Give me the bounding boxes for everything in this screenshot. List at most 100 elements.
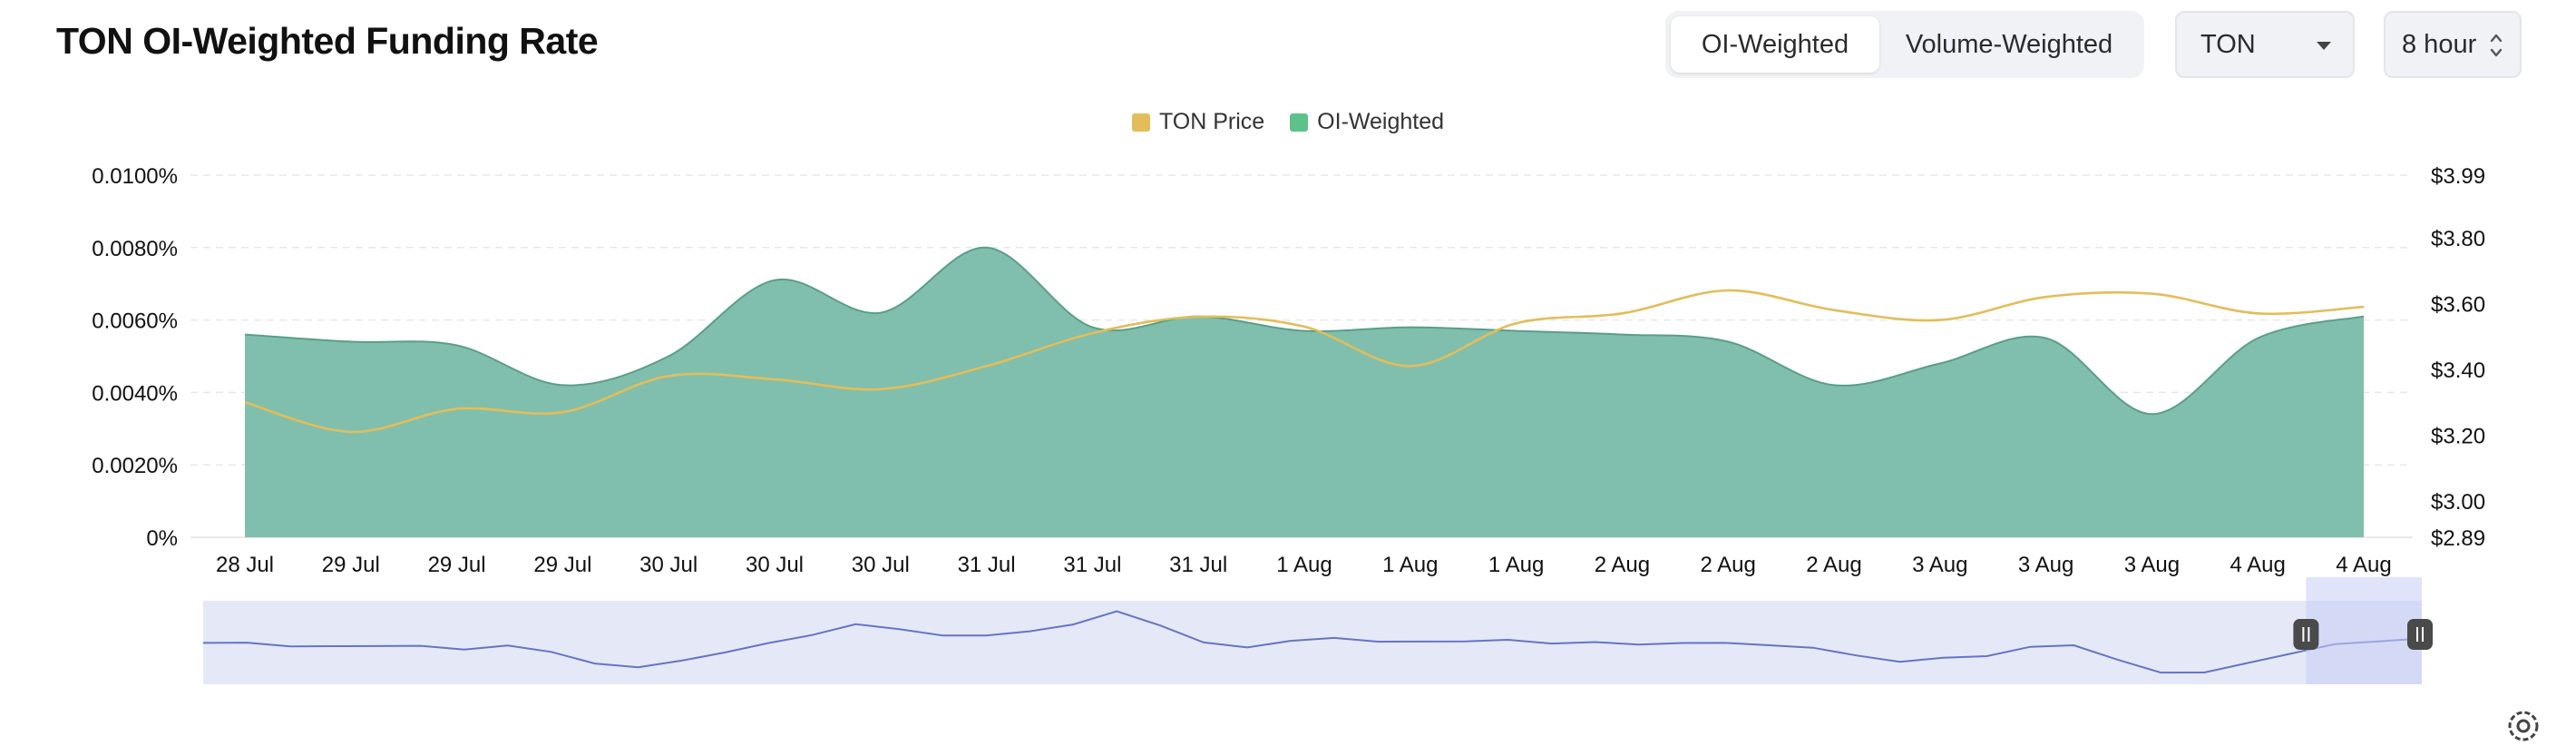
y-right-tick-label: $3.60 <box>2431 292 2485 317</box>
navigator-line <box>202 610 2423 674</box>
x-tick-label: 4 Aug <box>2336 553 2391 577</box>
navigator-handle-right[interactable] <box>2407 619 2433 650</box>
chart-legend: TON Price OI-Weighted <box>0 109 2576 135</box>
interval-select[interactable]: 8 hour <box>2384 11 2522 78</box>
legend-label-price: TON Price <box>1158 109 1265 134</box>
x-tick-label: 2 Aug <box>1806 553 1861 577</box>
x-axis: 28 Jul 29 Jul 29 Jul 29 Jul 30 Jul 30 Jul 30 J… <box>216 553 2392 577</box>
y-left-tick-label: 0.0040% <box>92 381 178 406</box>
oi-weighted-point[interactable] <box>874 307 887 319</box>
y-right-tick-label: $3.40 <box>2431 358 2485 383</box>
oi-weighted-point[interactable] <box>239 329 251 341</box>
ton-price-point[interactable] <box>1722 284 1734 297</box>
weighting-toggle: OI-Weighted Volume-Weighted <box>1665 11 2144 78</box>
y-right-tick-label: $2.89 <box>2431 526 2485 551</box>
x-tick-label: 31 Jul <box>958 553 1016 577</box>
oi-weighted-point[interactable] <box>451 339 463 352</box>
oi-weighted-point[interactable] <box>2040 332 2053 345</box>
updown-chevron-icon <box>2490 34 2503 57</box>
oi-weighted-point[interactable] <box>345 336 357 348</box>
page-title: TON OI-Weighted Funding Rate <box>56 20 599 62</box>
oi-weighted-point[interactable] <box>2145 407 2158 420</box>
ton-price-point[interactable] <box>662 369 675 382</box>
ton-price-point[interactable] <box>345 426 357 438</box>
x-tick-label: 29 Jul <box>428 553 486 577</box>
oi-weighted-point[interactable] <box>1615 329 1628 341</box>
x-tick-label: 4 Aug <box>2230 553 2285 577</box>
ton-price-point[interactable] <box>2357 300 2370 313</box>
ton-price-point[interactable] <box>981 359 993 372</box>
ton-price-point[interactable] <box>1298 320 1311 333</box>
ton-price-point[interactable] <box>239 396 251 408</box>
y-left-tick-label: 0.0080% <box>92 237 178 261</box>
gear-icon[interactable] <box>2503 706 2543 746</box>
interval-select-value: 8 hour <box>2402 29 2477 59</box>
legend-swatch-oi-weighted <box>1290 113 1309 132</box>
oi-weighted-point[interactable] <box>768 274 781 287</box>
ton-price-point[interactable] <box>874 383 887 396</box>
y-axis-right: $2.89 $3.00 $3.20 $3.40 $3.60 $3.80 $3.99 <box>2431 164 2485 551</box>
y-left-tick-label: 0% <box>146 526 178 551</box>
series-oi-weighted[interactable] <box>239 241 2370 537</box>
x-tick-label: 2 Aug <box>1595 553 1650 577</box>
x-tick-label: 2 Aug <box>1700 553 1755 577</box>
x-tick-label: 31 Jul <box>1063 553 1121 577</box>
tab-volume-weighted[interactable]: Volume-Weighted <box>1905 29 2113 59</box>
ton-price-point[interactable] <box>556 406 569 418</box>
y-axis-left: 0% 0.0020% 0.0040% 0.0060% 0.0080% 0.0100% <box>92 164 178 551</box>
oi-weighted-point[interactable] <box>1722 336 1734 348</box>
legend-item-price[interactable]: TON Price <box>1131 109 1265 135</box>
ton-price-point[interactable] <box>1615 307 1628 319</box>
x-tick-label: 29 Jul <box>533 553 591 577</box>
ton-price-point[interactable] <box>768 373 781 386</box>
navigator-handle-left[interactable] <box>2293 619 2319 650</box>
x-tick-label: 30 Jul <box>746 553 804 577</box>
oi-weighted-point[interactable] <box>1404 321 1417 334</box>
range-navigator[interactable] <box>202 577 2433 684</box>
y-right-tick-label: $3.80 <box>2431 227 2485 251</box>
y-left-tick-label: 0.0060% <box>92 309 178 334</box>
navigator-selection[interactable] <box>2306 577 2422 684</box>
oi-weighted-point[interactable] <box>981 241 993 254</box>
ton-price-point[interactable] <box>2145 288 2158 300</box>
x-tick-label: 3 Aug <box>2018 553 2073 577</box>
legend-item-oi-weighted[interactable]: OI-Weighted <box>1290 109 1444 135</box>
legend-swatch-price <box>1131 113 1150 132</box>
ton-price-point[interactable] <box>1086 327 1098 339</box>
oi-weighted-point[interactable] <box>1934 357 1947 369</box>
ton-price-point[interactable] <box>1828 304 1840 317</box>
oi-weighted-point[interactable] <box>556 378 569 391</box>
x-tick-label: 1 Aug <box>1382 553 1438 577</box>
x-tick-label: 3 Aug <box>2124 553 2180 577</box>
oi-weighted-point[interactable] <box>662 350 675 363</box>
x-tick-label: 28 Jul <box>216 553 274 577</box>
navigator-background <box>203 601 2422 684</box>
funding-rate-chart: 0% 0.0020% 0.0040% 0.0060% 0.0080% 0.0100% $2… <box>92 164 2485 684</box>
y-right-tick-label: $3.00 <box>2431 490 2485 515</box>
ton-price-point[interactable] <box>451 403 463 416</box>
ton-price-line[interactable] <box>244 289 2365 434</box>
x-tick-label: 1 Aug <box>1488 553 1544 577</box>
legend-label-oi-weighted: OI-Weighted <box>1317 109 1445 134</box>
coin-select[interactable]: TON <box>2175 11 2355 78</box>
x-tick-label: 3 Aug <box>1912 553 1967 577</box>
y-right-tick-label: $3.99 <box>2431 164 2485 189</box>
ton-price-point[interactable] <box>2040 290 2053 303</box>
y-left-tick-label: 0.0100% <box>92 164 178 189</box>
chevron-down-icon <box>2317 42 2331 50</box>
oi-weighted-line <box>244 246 2365 416</box>
oi-weighted-area[interactable] <box>245 247 2364 537</box>
oi-weighted-point[interactable] <box>2251 332 2264 345</box>
x-tick-label: 31 Jul <box>1169 553 1227 577</box>
coin-select-value: TON <box>2200 29 2256 59</box>
ton-price-point[interactable] <box>1192 310 1205 323</box>
ton-price-point[interactable] <box>1404 359 1417 372</box>
series-ton-price[interactable] <box>239 284 2370 438</box>
ton-price-point[interactable] <box>1510 317 1523 329</box>
ton-price-point[interactable] <box>1934 314 1947 327</box>
y-right-tick-label: $3.20 <box>2431 425 2485 449</box>
tab-oi-weighted[interactable]: OI-Weighted <box>1671 16 1879 73</box>
ton-price-point[interactable] <box>2251 307 2264 319</box>
oi-weighted-point[interactable] <box>1828 378 1840 391</box>
x-tick-label: 30 Jul <box>852 553 910 577</box>
